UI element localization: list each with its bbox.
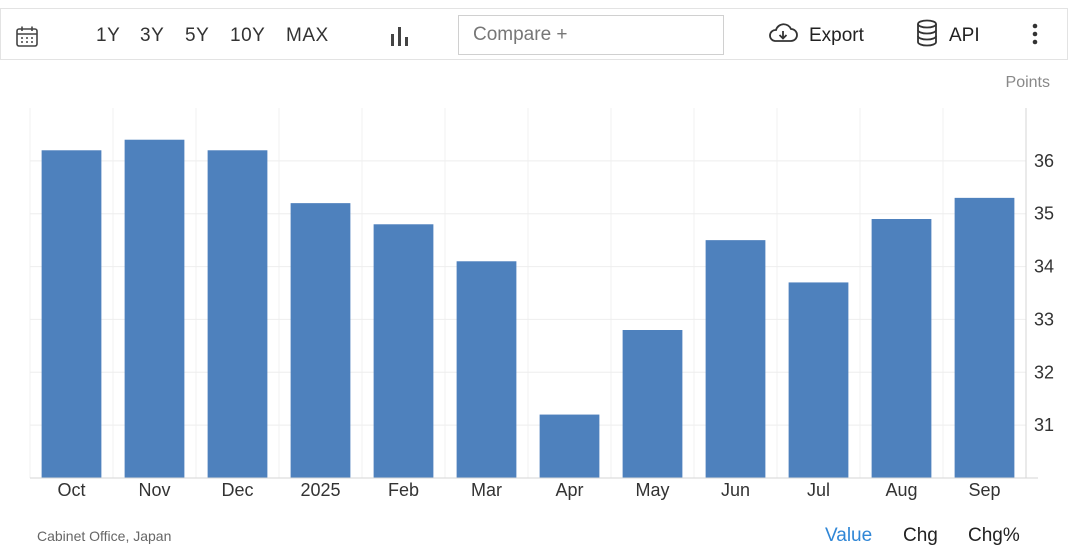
x-tick-label: May [635, 480, 669, 500]
database-icon [915, 19, 939, 52]
bar [622, 330, 683, 478]
bar [373, 224, 434, 478]
bar [539, 414, 600, 478]
units-label: Points [1005, 74, 1050, 91]
x-tick-label: Nov [138, 480, 170, 500]
bar-chart: Oct Nov Dec 2025 Feb Mar Apr May Jun Jul Aug Sep 31 3… [29, 108, 1054, 500]
bar [788, 282, 849, 478]
range-1y-button[interactable]: 1Y [96, 25, 121, 46]
cloud-download-icon [767, 21, 799, 50]
y-tick-label: 36 [1034, 151, 1054, 171]
x-tick-label: Dec [221, 480, 253, 500]
api-button[interactable]: API [915, 19, 980, 52]
x-tick-label: Jun [721, 480, 750, 500]
view-chgpct-button[interactable]: Chg% [968, 525, 1020, 546]
y-tick-label: 35 [1034, 204, 1054, 224]
range-5y-button[interactable]: 5Y [185, 25, 210, 46]
calendar-icon[interactable] [15, 25, 39, 54]
bar [124, 139, 185, 478]
x-tick-label: Aug [885, 480, 917, 500]
y-tick-label: 32 [1034, 362, 1054, 382]
y-tick-label: 33 [1034, 309, 1054, 329]
bar [954, 197, 1015, 478]
x-tick-label: Feb [388, 480, 419, 500]
export-button[interactable]: Export [767, 21, 864, 50]
source-label: Cabinet Office, Japan [37, 528, 172, 544]
x-tick-label: Oct [57, 480, 85, 500]
x-tick-label: Sep [968, 480, 1000, 500]
y-tick-label: 31 [1034, 415, 1054, 435]
bar [207, 150, 268, 478]
view-chg-button[interactable]: Chg [903, 525, 938, 546]
range-3y-button[interactable]: 3Y [140, 25, 165, 46]
y-tick-label: 34 [1034, 257, 1054, 277]
view-value-button[interactable]: Value [825, 525, 873, 546]
export-label: Export [809, 24, 864, 46]
range-max-button[interactable]: MAX [286, 25, 329, 46]
bar [456, 261, 517, 478]
x-tick-label: Apr [555, 480, 583, 500]
x-tick-label: 2025 [300, 480, 340, 500]
range-10y-button[interactable]: 10Y [230, 25, 266, 46]
bar [871, 219, 932, 478]
chart-toolbar: 1Y 3Y 5Y 10Y MAX Export [0, 8, 1068, 60]
chart-type-bar-icon[interactable] [389, 25, 411, 52]
api-label: API [949, 24, 980, 46]
compare-input[interactable] [471, 16, 715, 54]
bar [290, 203, 351, 478]
x-tick-label: Mar [471, 480, 502, 500]
x-tick-label: Jul [807, 480, 830, 500]
more-options-icon[interactable] [1031, 23, 1039, 50]
compare-box [458, 15, 724, 55]
bar [705, 240, 766, 478]
bar [41, 150, 102, 478]
